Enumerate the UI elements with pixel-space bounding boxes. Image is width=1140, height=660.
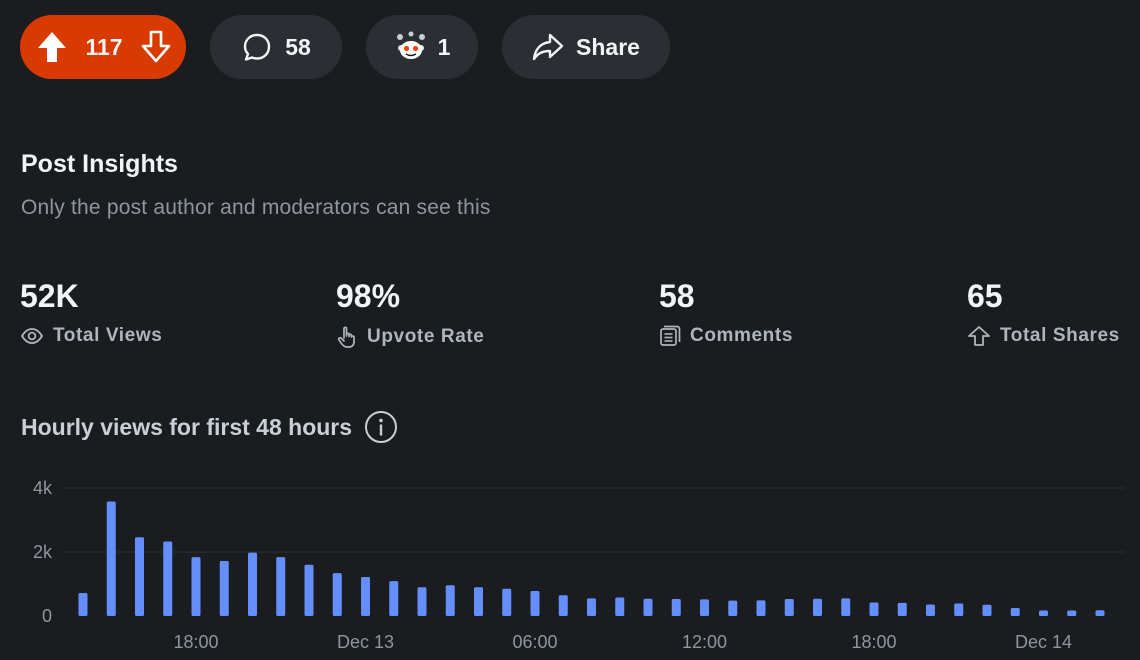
x-tick-label: 12:00 [682,632,727,652]
chart-bar[interactable] [304,564,314,616]
award-snoo-icon [394,30,428,64]
chart-bar[interactable] [361,576,370,616]
chart-bar[interactable] [417,587,427,616]
stat-label: Comments [690,325,793,346]
vote-count: 117 [85,33,123,60]
post-action-bar: 117 58 1 Sh [20,15,670,79]
stat-upvote-rate: 98% Upvote Rate [336,278,484,349]
x-tick-label: Dec 14 [1015,632,1072,652]
comments-icon [659,325,681,347]
stat-comments: 58 Comments [659,278,793,347]
chart-bar[interactable] [982,604,992,616]
chart-bar[interactable] [1095,610,1105,616]
chart-bar[interactable] [756,600,766,616]
chart-bar[interactable] [163,541,173,616]
chart-bar[interactable] [643,598,653,616]
award-count: 1 [437,33,451,60]
share-label: Share [576,33,640,60]
chart-bar[interactable] [530,591,540,616]
chart-bar[interactable] [474,587,483,616]
chart-header: Hourly views for first 48 hours [21,410,398,444]
vote-control: 117 [20,15,186,79]
stat-total-views: 52K Total Views [20,278,162,347]
chart-bar[interactable] [106,501,116,616]
chart-bar[interactable] [869,602,879,616]
y-tick-label: 2k [33,542,53,562]
chart-bar[interactable] [813,598,822,616]
chart-bar[interactable] [248,552,257,616]
share-icon [532,32,564,62]
chart-bar[interactable] [954,603,964,616]
chart-bar[interactable] [558,595,568,616]
comment-bubble-icon [241,31,273,63]
chart-bar[interactable] [502,588,512,616]
stat-label: Upvote Rate [367,326,485,347]
stat-label: Total Views [53,325,163,346]
share-button[interactable]: Share [502,15,670,79]
chart-bar[interactable] [784,599,794,616]
chart-bar[interactable] [841,598,851,616]
stat-total-shares: 65 Total Shares [967,278,1120,347]
info-icon[interactable] [364,410,398,444]
award-button[interactable]: 1 [366,15,478,79]
upvote-icon[interactable] [36,30,68,64]
y-tick-label: 0 [42,606,52,626]
chart-bar[interactable] [1010,608,1020,616]
stat-value: 98% [336,278,401,314]
chart-bar[interactable] [897,602,907,616]
chart-bar[interactable] [219,560,229,616]
chart-bar[interactable] [276,557,286,616]
chart-bar[interactable] [1039,610,1048,616]
chart-title: Hourly views for first 48 hours [21,413,353,440]
chart-bar[interactable] [135,537,144,616]
y-tick-label: 4k [33,478,53,498]
comments-button[interactable]: 58 [210,15,342,79]
x-tick-label: 06:00 [512,632,557,652]
chart-bar[interactable] [191,557,201,616]
chart-bar[interactable] [615,597,625,616]
chart-bar[interactable] [728,600,738,616]
hand-pointer-icon [336,325,358,349]
chart-bar[interactable] [700,599,709,616]
chart-bar[interactable] [78,592,88,616]
comment-count: 58 [285,33,311,60]
stat-value: 65 [967,278,1003,314]
chart-bar[interactable] [1067,610,1077,616]
chart-bar[interactable] [671,599,681,616]
chart-bar[interactable] [332,573,342,616]
insights-title: Post Insights [21,150,178,178]
chart-bar[interactable] [389,581,399,616]
share-arrow-icon [967,325,991,347]
hourly-views-chart: 4k 2k 0 18:00 Dec 13 06:00 12:00 18:00 Dec 14 [33,478,1124,652]
x-tick-label: Dec 13 [337,632,394,652]
chart-bar[interactable] [926,604,935,616]
insights-subtitle: Only the post author and moderators can … [21,196,491,219]
chart-bar[interactable] [445,585,455,616]
chart-bar[interactable] [587,598,596,616]
stat-value: 58 [659,278,695,314]
stat-label: Total Shares [1000,325,1120,346]
eye-icon [20,325,44,347]
stat-value: 52K [20,278,79,314]
x-tick-label: 18:00 [173,632,218,652]
x-tick-label: 18:00 [851,632,896,652]
downvote-icon[interactable] [140,30,172,64]
